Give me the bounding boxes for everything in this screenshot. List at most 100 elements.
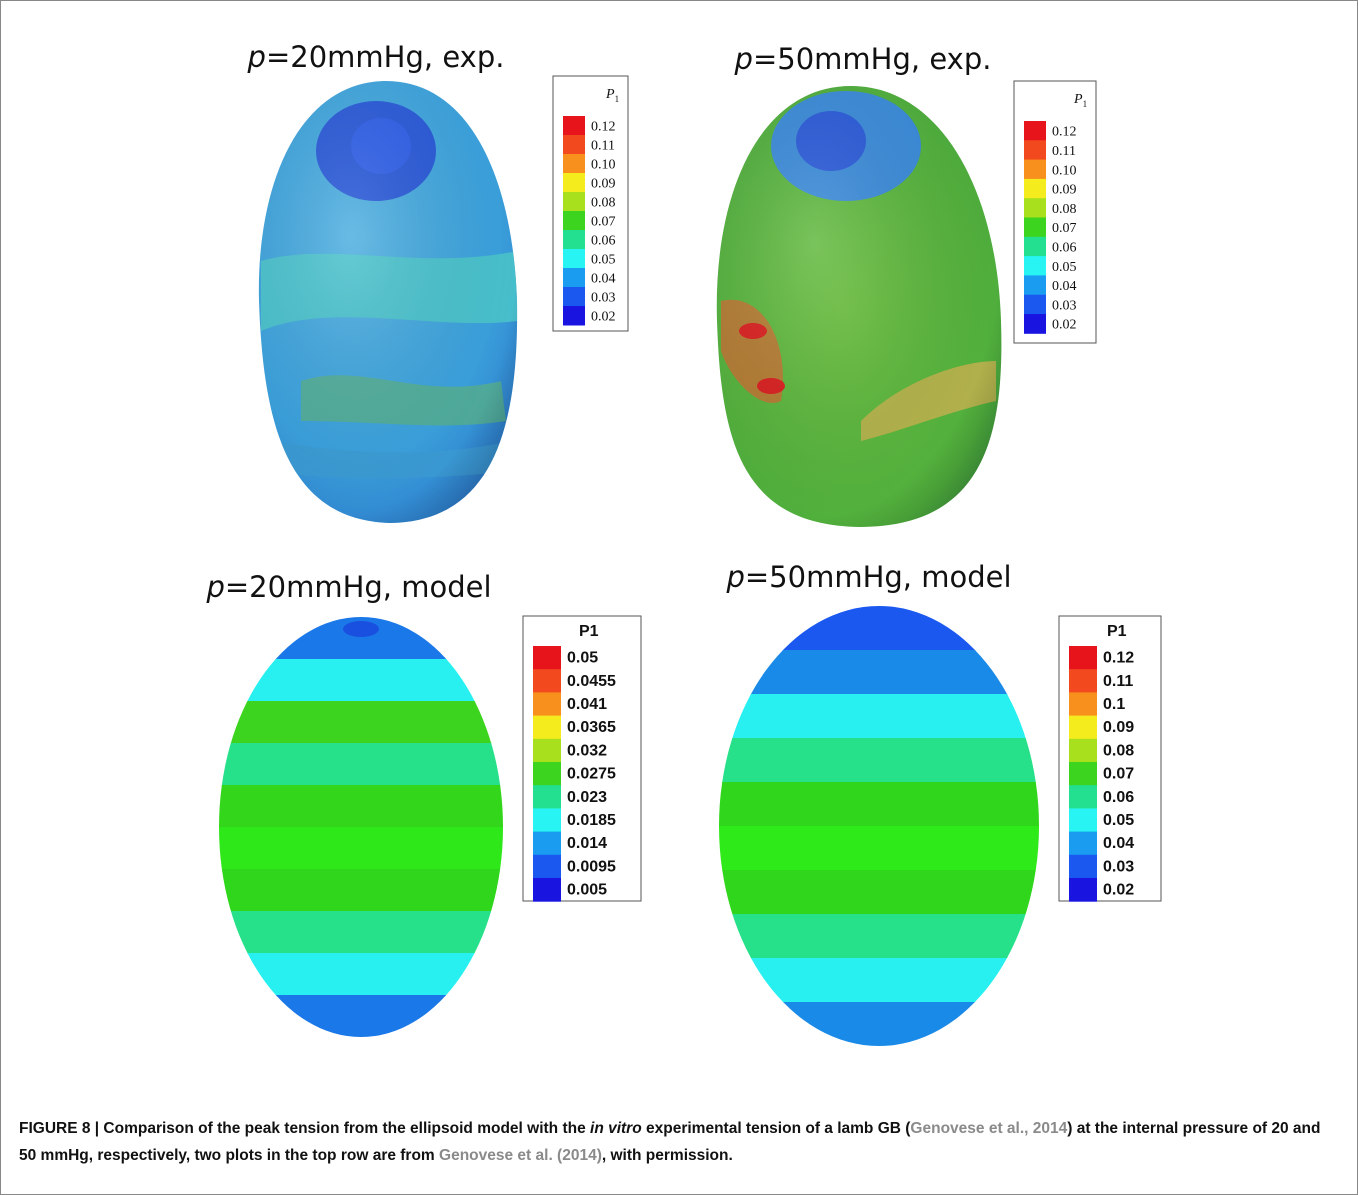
legend-label: 0.05 <box>1052 260 1077 275</box>
legend-swatch <box>563 287 585 307</box>
surface-band <box>214 701 508 744</box>
surface-band <box>714 1002 1044 1047</box>
legend-swatch <box>563 192 585 212</box>
legend-swatch <box>533 716 561 740</box>
legend-label: 0.06 <box>1052 240 1077 255</box>
legend-swatch <box>533 855 561 879</box>
legend-label: 0.023 <box>567 789 607 806</box>
legend-label: 0.005 <box>567 882 607 899</box>
legend-label: 0.0275 <box>567 766 616 783</box>
legend-swatch <box>533 692 561 716</box>
legend-swatch <box>1024 198 1046 218</box>
title-variable: p <box>247 40 266 74</box>
title-text: =50mmHg, exp. <box>753 42 991 76</box>
title-text: =50mmHg, model <box>745 560 1012 594</box>
legend-label: 0.11 <box>1052 144 1076 159</box>
legend-swatch <box>1069 646 1097 670</box>
legend-label: 0.10 <box>591 158 616 173</box>
legend-swatch <box>563 154 585 174</box>
legend-label: 0.05 <box>1103 812 1134 829</box>
legend-swatch <box>563 211 585 231</box>
legend-swatch <box>1024 160 1046 180</box>
title-variable: p <box>734 42 753 76</box>
legend-swatch <box>1069 739 1097 763</box>
legend-label: 0.0185 <box>567 812 616 829</box>
legend-swatch <box>563 230 585 250</box>
panel-title: p=20mmHg, exp. <box>247 40 505 74</box>
figure-caption: FIGURE 8 | Comparison of the peak tensio… <box>19 1115 1339 1169</box>
legend-label: 0.02 <box>1103 882 1134 899</box>
legend-swatch <box>1024 121 1046 141</box>
legend-swatch <box>533 762 561 786</box>
title-variable: p <box>205 570 224 604</box>
legend-label: 0.03 <box>591 291 616 306</box>
legend-swatch <box>1024 140 1046 160</box>
legend-label: 0.06 <box>591 234 616 249</box>
legend-label: 0.04 <box>1052 279 1077 294</box>
surface-band <box>714 650 1044 695</box>
legend-label: 0.05 <box>567 650 598 667</box>
legend-swatch <box>563 116 585 136</box>
legend-swatch <box>563 306 585 326</box>
heading-subscript: 1 <box>1083 99 1088 109</box>
legend-swatch <box>1069 785 1097 809</box>
surface-band <box>714 870 1044 915</box>
title-text: =20mmHg, exp. <box>266 40 504 74</box>
exp-surface <box>251 76 531 536</box>
legend-swatch <box>1069 808 1097 832</box>
surface-band <box>214 743 508 786</box>
legend-swatch <box>563 249 585 269</box>
legend-swatch <box>563 173 585 193</box>
legend-swatch <box>533 785 561 809</box>
legend-swatch <box>1024 218 1046 238</box>
legend-label: 0.12 <box>1052 125 1077 140</box>
panel-title: p=50mmHg, model <box>725 560 1011 594</box>
exp-surface <box>706 81 1016 541</box>
legend-swatch <box>1069 716 1097 740</box>
legend-heading: P1 <box>1107 623 1127 640</box>
legend-label: 0.014 <box>567 835 607 852</box>
legend-heading: P1 <box>579 623 599 640</box>
legend-label: 0.02 <box>591 310 616 325</box>
legend-swatch <box>533 739 561 763</box>
legend-label: 0.04 <box>1103 835 1134 852</box>
legend-swatch <box>1069 878 1097 902</box>
legend-label: 0.09 <box>1052 183 1077 198</box>
surface-cap <box>343 621 379 637</box>
surface-band <box>214 995 508 1038</box>
legend-swatch <box>1069 832 1097 856</box>
caption-text: FIGURE 8 | Comparison of the peak tensio… <box>19 1120 590 1137</box>
citation-link[interactable]: Genovese et al., 2014 <box>910 1120 1067 1137</box>
legend-label: 0.07 <box>591 215 616 230</box>
legend-swatch <box>1069 669 1097 693</box>
legend-label: 0.12 <box>1103 650 1134 667</box>
legend-label: 0.03 <box>1052 298 1077 313</box>
legend-label: 0.0365 <box>567 719 616 736</box>
citation-link[interactable]: Genovese et al. (2014) <box>439 1147 602 1164</box>
heading-symbol: P <box>1073 92 1083 107</box>
heading-subscript: 1 <box>615 94 620 104</box>
caption-text: , with permission. <box>602 1147 733 1164</box>
legend-label: 0.02 <box>1052 318 1077 333</box>
model-surface <box>714 606 1044 1047</box>
figure-panels: p=20mmHg, exp.P10.120.110.100.090.080.07… <box>1 1 1357 1111</box>
surface-band <box>214 827 508 870</box>
legend-label: 0.08 <box>591 196 616 211</box>
surface-band <box>214 785 508 828</box>
surface-band <box>714 694 1044 739</box>
panel-title: p=50mmHg, exp. <box>734 42 992 76</box>
surface-band <box>214 869 508 912</box>
legend-swatch <box>1069 692 1097 716</box>
legend-swatch <box>1024 237 1046 257</box>
surface-band <box>214 659 508 702</box>
legend-label: 0.1 <box>1103 696 1125 713</box>
legend-label: 0.05 <box>591 253 616 268</box>
legend-label: 0.10 <box>1052 163 1077 178</box>
legend-label: 0.06 <box>1103 789 1134 806</box>
surface-band <box>714 826 1044 871</box>
surface-band <box>714 738 1044 783</box>
title-variable: p <box>725 560 744 594</box>
legend-label: 0.07 <box>1103 766 1134 783</box>
legend-label: 0.12 <box>591 120 616 135</box>
legend-swatch <box>1024 314 1046 334</box>
